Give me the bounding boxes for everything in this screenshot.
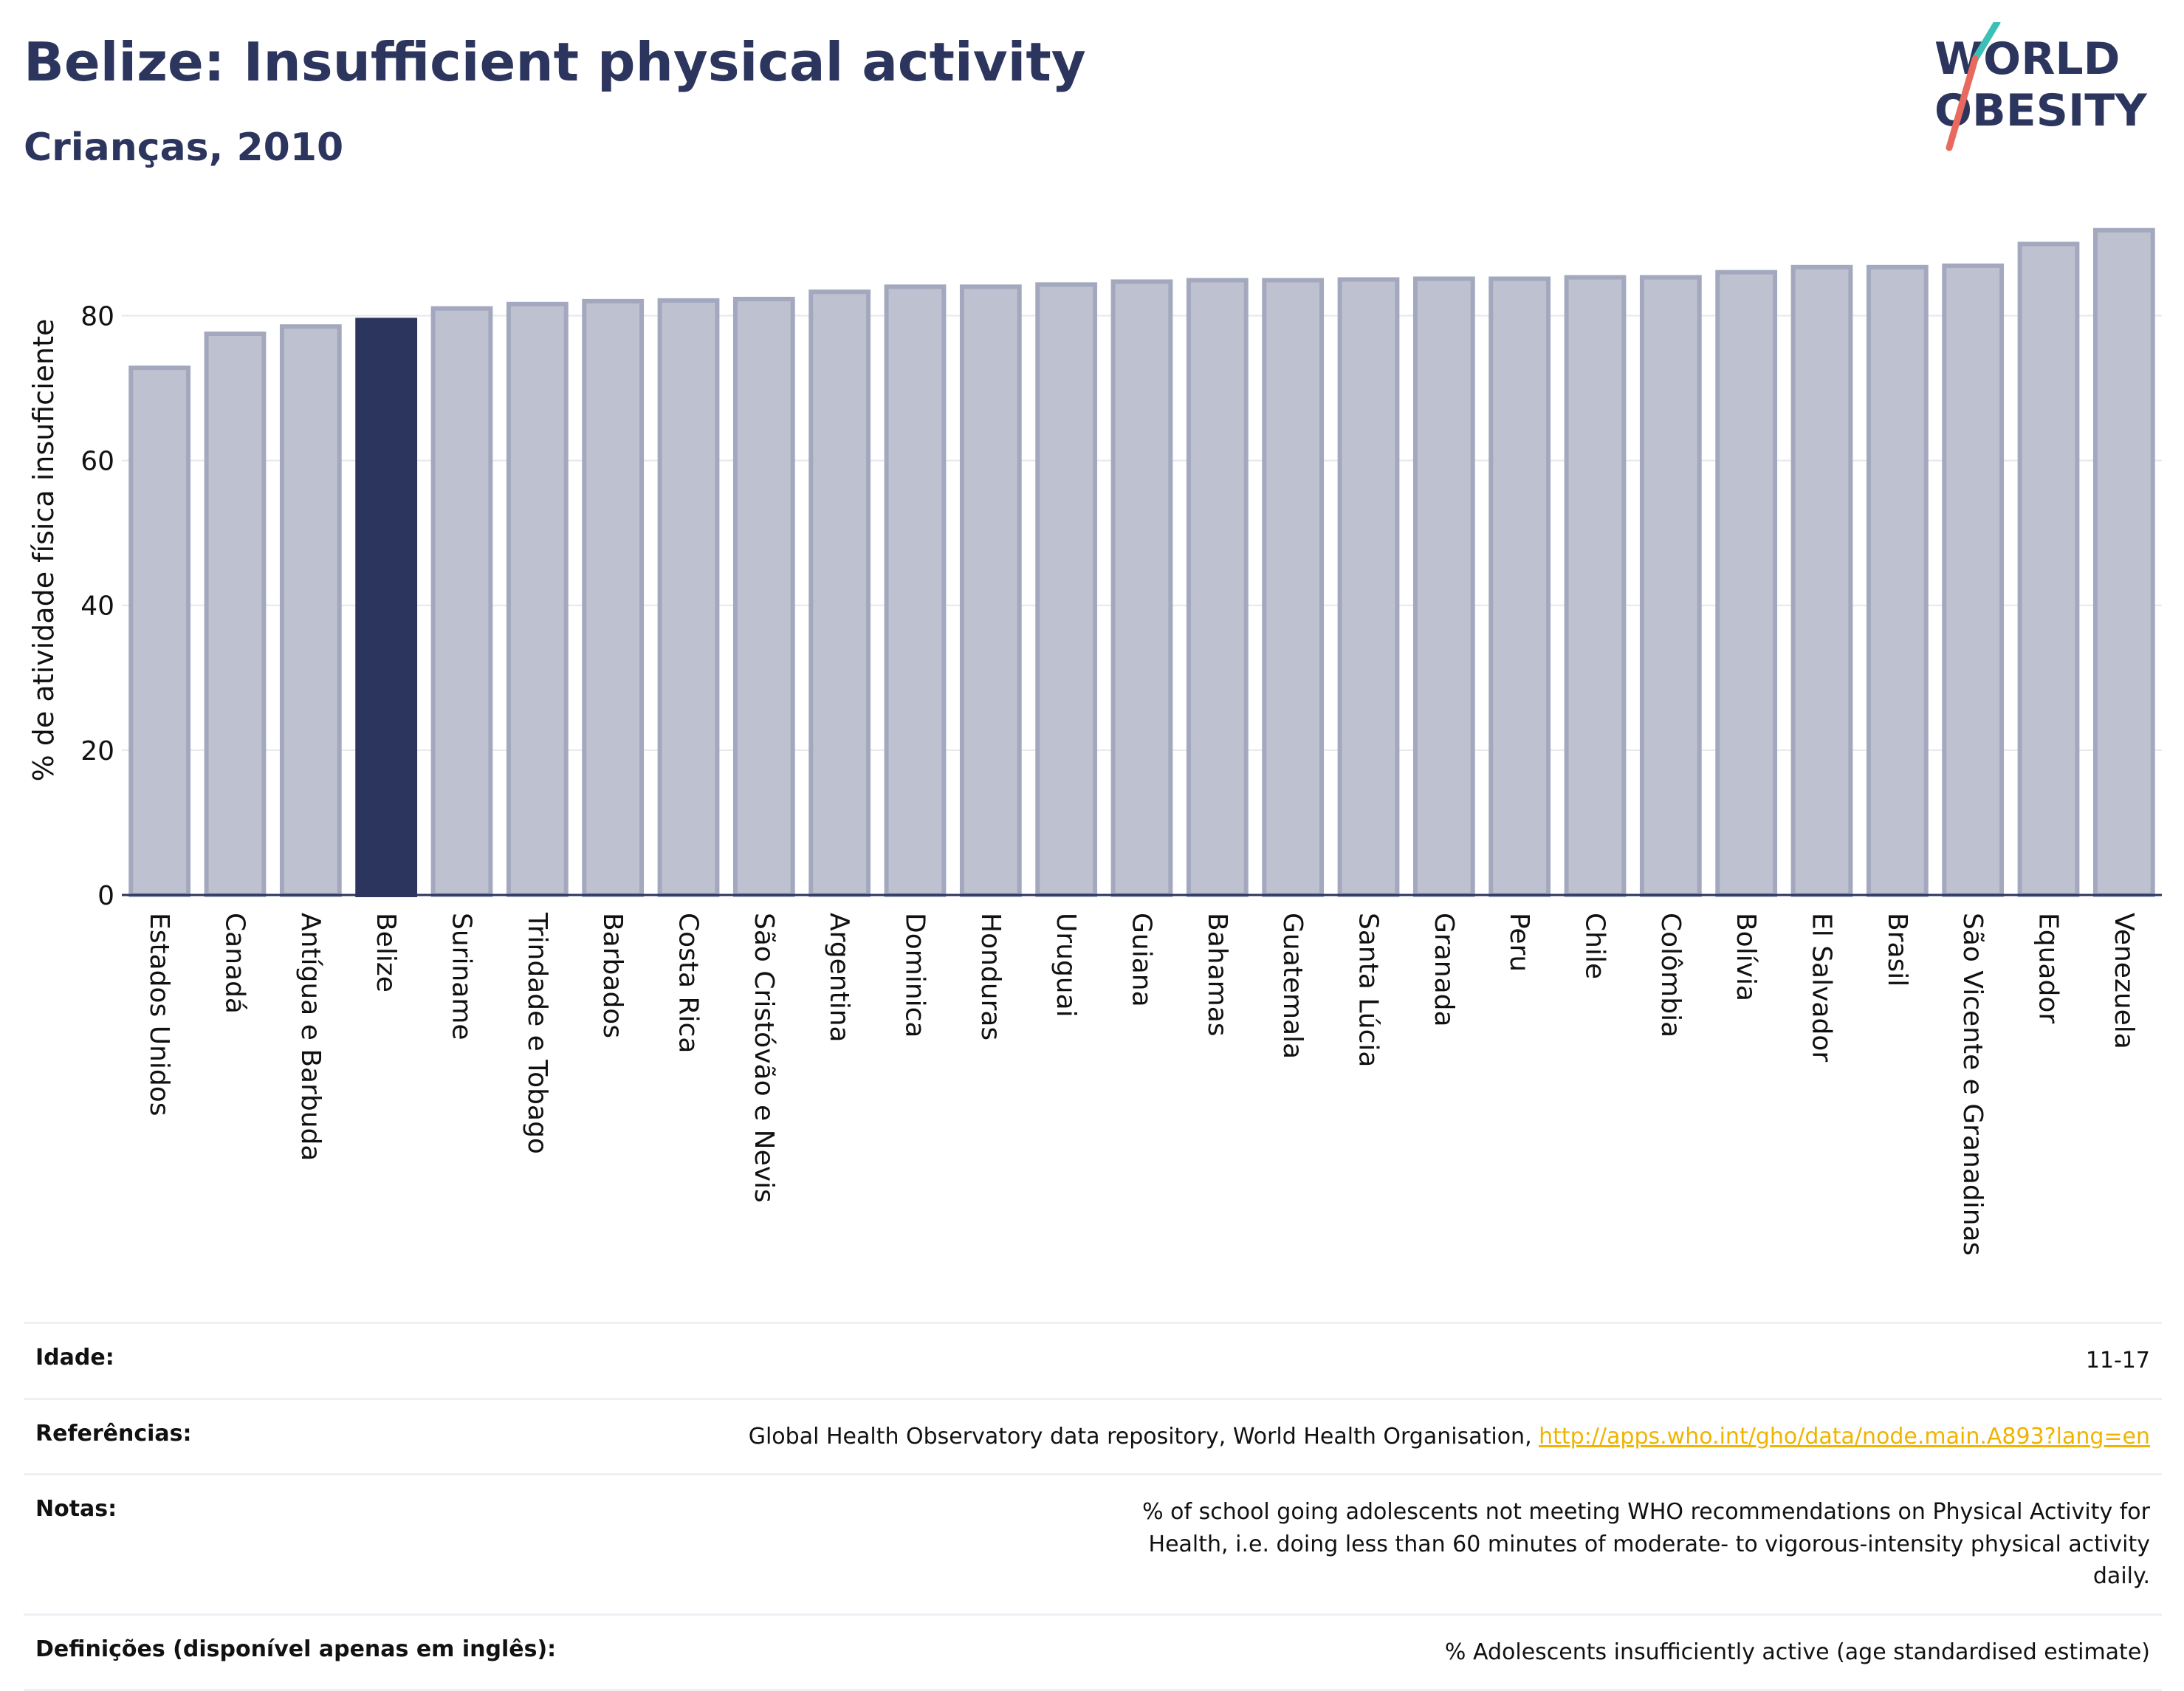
x-tick-label: Argentina [824, 913, 854, 1043]
table-row-references: Referências: Global Health Observatory d… [24, 1399, 2162, 1475]
logo-line2: OBESITY [1934, 85, 2148, 137]
bar [1866, 264, 1929, 897]
x-tick-label: Equador [2033, 913, 2064, 1023]
chart-subtitle: Crianças, 2010 [24, 126, 344, 170]
bar [884, 284, 947, 897]
world-obesity-logo: WORLD OBESITY [1934, 22, 2148, 151]
y-tick-label: 40 [80, 591, 114, 622]
x-tick-label: Brasil [1882, 913, 1912, 987]
y-tick-label: 60 [80, 447, 114, 477]
y-tick-label: 20 [80, 736, 114, 766]
logo-slash-teal [1971, 22, 2001, 63]
x-tick-label: São Vicente e Granadinas [1957, 913, 1988, 1255]
table-row-notes: Notas: % of school going adolescents not… [24, 1474, 2162, 1615]
logo-slash-red [1946, 55, 1979, 151]
bar [128, 366, 191, 897]
x-tick-label: Colômbia [1655, 913, 1686, 1037]
x-tick-label: Barbados [597, 913, 628, 1038]
x-tick-label: Estados Unidos [144, 913, 174, 1117]
references-value: Global Health Observatory data repositor… [748, 1423, 1539, 1450]
bar [430, 306, 493, 897]
bar [279, 324, 342, 897]
bar [204, 332, 267, 897]
x-tick-label: São Cristóvão e Nevis [749, 913, 779, 1203]
bar-chart: 0 20 40 60 80 Estados Unidos Canadá Antígua e B… [27, 227, 2162, 1255]
bar [1262, 278, 1325, 897]
bar [808, 289, 871, 898]
x-tick-label: Chile [1580, 913, 1610, 979]
bar [1790, 264, 1853, 897]
references-label: Referências: [35, 1420, 192, 1447]
logo-line1: WORLD [1934, 33, 2120, 85]
definitions-label: Definições (disponível apenas em inglês)… [35, 1636, 557, 1662]
bar [1942, 263, 2005, 898]
bar [657, 298, 720, 897]
age-value: 11-17 [2085, 1348, 2150, 1373]
x-tick-label: Venezuela [2109, 913, 2139, 1049]
notes-label: Notas: [35, 1496, 117, 1522]
x-tick-label: El Salvador [1807, 913, 1837, 1062]
x-tick-label: Granada [1429, 913, 1459, 1027]
x-tick-label: Belize [371, 913, 401, 992]
age-label: Idade: [35, 1345, 114, 1371]
bar [2092, 227, 2155, 897]
bar [2017, 241, 2080, 897]
bar [1488, 276, 1551, 898]
chart-title: Belize: Insufficient physical activity [24, 31, 1086, 93]
x-tick-label: Bahamas [1202, 913, 1232, 1037]
info-table: Idade: 11-17 Referências: Global Health … [24, 1322, 2162, 1691]
bar [732, 296, 795, 898]
x-tick-label: Santa Lúcia [1353, 913, 1384, 1067]
y-tick-label: 0 [97, 881, 114, 911]
x-tick-label: Peru [1504, 913, 1534, 972]
references-cell: Global Health Observatory data repositor… [568, 1399, 2162, 1475]
bar [1337, 277, 1400, 897]
bar [582, 298, 645, 897]
bar [1110, 279, 1173, 897]
x-tick-label: Guatemala [1277, 913, 1308, 1059]
bar [1639, 275, 1702, 897]
y-tick-label: 80 [80, 301, 114, 332]
bar [1715, 270, 1778, 898]
table-row-age: Idade: 11-17 [24, 1323, 2162, 1399]
x-tick-label: Dominica [900, 913, 930, 1038]
axes: 0 20 40 60 80 Estados Unidos Canadá Antígua e B… [80, 301, 2162, 1255]
bars [128, 227, 2155, 898]
bar [1412, 276, 1475, 898]
bar [1564, 275, 1627, 897]
x-tick-label: Antígua e Barbuda [295, 913, 326, 1161]
x-tick-label: Suriname [447, 913, 477, 1040]
x-tick-label: Canadá [220, 913, 250, 1014]
table-row-definitions: Definições (disponível apenas em inglês)… [24, 1614, 2162, 1690]
y-axis-label: % de atividade física insuficiente [27, 319, 60, 782]
x-tick-label: Uruguai [1051, 913, 1081, 1018]
bar [959, 284, 1022, 897]
bar [1186, 278, 1249, 897]
x-tick-label: Guiana [1127, 913, 1157, 1007]
definitions-value: % Adolescents insufficiently active (age… [1444, 1639, 2150, 1665]
bar [506, 301, 569, 898]
bar-highlight [355, 318, 418, 897]
notes-value: % of school going adolescents not meetin… [1142, 1499, 2150, 1589]
x-tick-label: Bolívia [1731, 913, 1761, 1001]
x-tick-label: Costa Rica [673, 913, 704, 1053]
references-link[interactable]: http://apps.who.int/gho/data/node.main.A… [1539, 1423, 2150, 1450]
x-tick-label: Trindade e Tobago [522, 912, 552, 1154]
x-tick-label: Honduras [975, 913, 1006, 1040]
bar [1035, 282, 1098, 898]
